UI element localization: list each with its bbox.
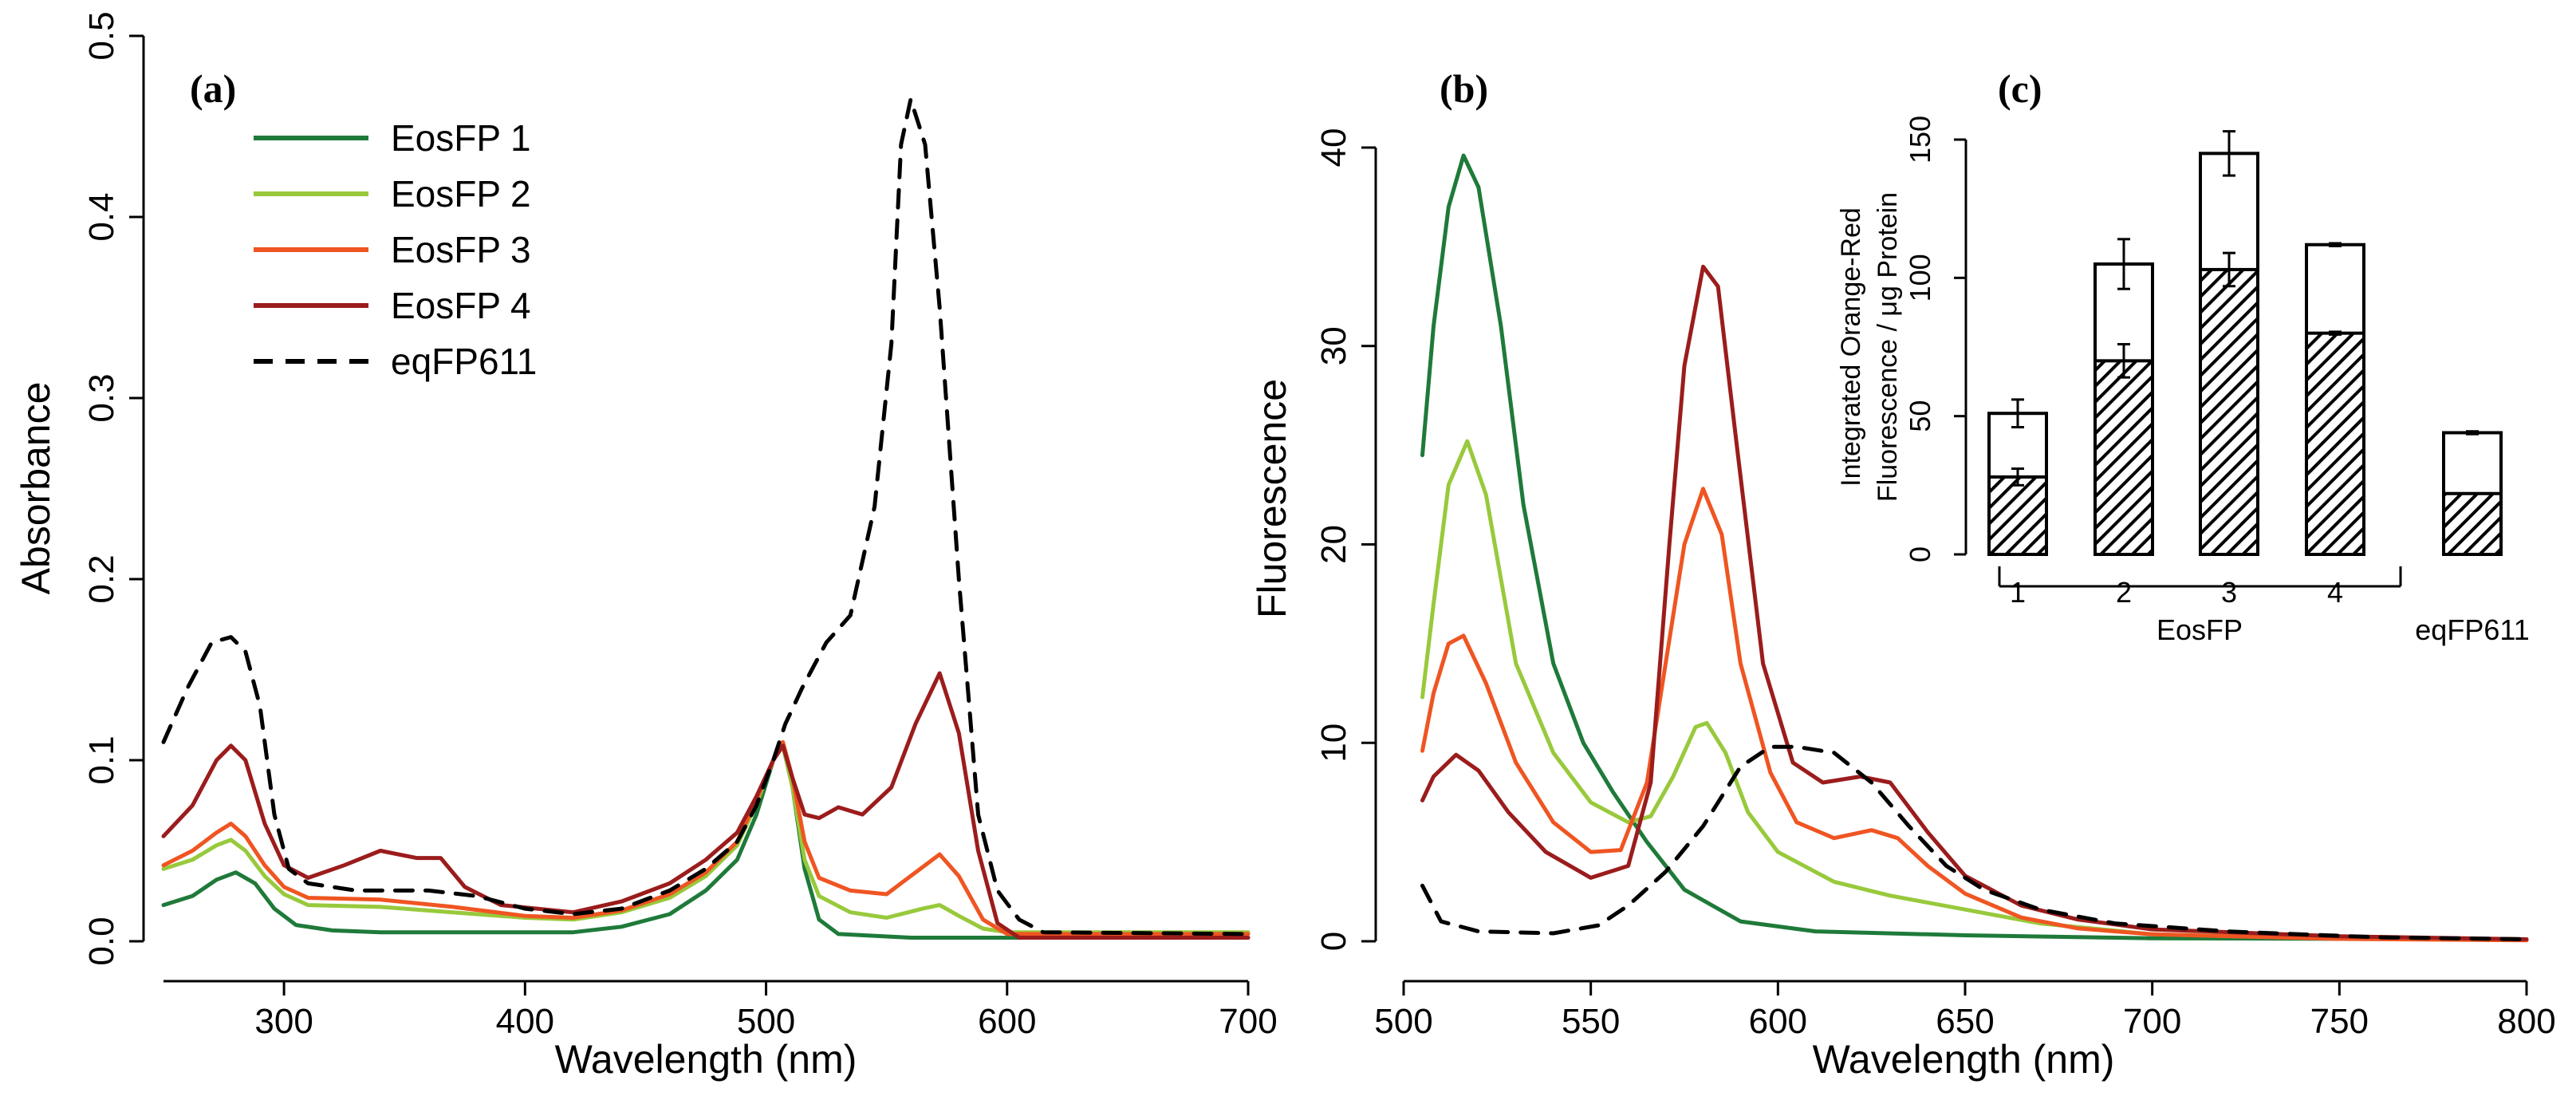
panel-c-label: (c) — [1998, 66, 2042, 111]
panel-c-y-title-line1: Integrated Orange-Red — [1836, 207, 1866, 487]
series-line-eosfp3 — [1420, 487, 2529, 943]
x-tick-label: 700 — [2123, 1002, 2181, 1041]
y-tick-label: 30 — [1314, 326, 1353, 365]
bar-hatched-4 — [2305, 331, 2365, 556]
legend-label-eosfp4: EosFP 4 — [391, 285, 531, 326]
inset-y-tick-label: 0 — [1904, 546, 1936, 562]
x-tick-label: 700 — [1219, 1002, 1277, 1041]
x-tick-label: 650 — [1936, 1002, 1994, 1041]
panel-a-label: (a) — [190, 66, 236, 111]
panel-a-x-title: Wavelength (nm) — [555, 1037, 857, 1082]
series-line-eqfp611 — [161, 97, 1251, 936]
legend-label-eosfp3: EosFP 3 — [391, 229, 531, 270]
y-tick-label: 0.4 — [82, 192, 121, 241]
series-line-eosfp2 — [1420, 439, 2529, 941]
y-tick-label: 40 — [1314, 128, 1353, 168]
bar-hatched-3 — [2199, 267, 2259, 556]
x-tick-label: 800 — [2497, 1002, 2555, 1041]
inset-y-tick-label: 50 — [1904, 400, 1936, 432]
panel-a-y-title: Absorbance — [14, 382, 58, 595]
inset-category-label-4: 4 — [2327, 576, 2343, 609]
eosfp-group-label: EosFP — [2157, 613, 2243, 646]
x-tick-label: 400 — [496, 1002, 554, 1041]
y-tick-label: 0.3 — [82, 373, 121, 422]
series-line-eosfp1 — [161, 743, 1251, 940]
x-tick-label: 750 — [2310, 1002, 2369, 1041]
bar-hatched-1 — [1987, 475, 2048, 557]
series-line-eqfp611 — [1420, 744, 2529, 941]
inset-category-label-2: 2 — [2116, 576, 2132, 609]
y-tick-label: 0.2 — [82, 554, 121, 603]
series-line-eosfp4 — [161, 671, 1251, 940]
panel-b-label: (b) — [1440, 66, 1488, 111]
bar-hatched-2 — [2093, 359, 2154, 557]
legend-label-eosfp1: EosFP 1 — [391, 117, 531, 159]
inset-category-label-3: 3 — [2221, 576, 2237, 609]
x-tick-label: 500 — [1374, 1002, 1432, 1041]
inset-y-tick-label: 150 — [1904, 116, 1936, 164]
y-tick-label: 0.5 — [82, 11, 121, 60]
legend-label-eqfp611: eqFP611 — [391, 341, 537, 382]
inset-category-label-1: 1 — [2010, 576, 2026, 609]
y-tick-label: 0 — [1314, 932, 1353, 951]
bar-hatched-eqfp611 — [2442, 491, 2503, 557]
y-tick-label: 10 — [1314, 724, 1353, 763]
series-line-eosfp2 — [161, 743, 1251, 935]
x-tick-label: 550 — [1562, 1002, 1620, 1041]
x-tick-label: 600 — [978, 1002, 1036, 1041]
inset-y-tick-label: 100 — [1904, 254, 1936, 302]
y-tick-label: 0.1 — [82, 735, 121, 784]
panel-b-x-title: Wavelength (nm) — [1813, 1037, 2115, 1082]
panel-a-legend: EosFP 1 EosFP 2 EosFP 3 EosFP 4 eqFP611 — [254, 117, 537, 382]
x-tick-label: 500 — [737, 1002, 795, 1041]
panel-c-bar-inset: (c) 0 50 100 150 Integrated Orange-Red Fluo… — [1836, 66, 2530, 646]
y-tick-label: 20 — [1314, 525, 1353, 564]
x-tick-label: 300 — [254, 1002, 313, 1041]
series-line-eosfp4 — [1420, 264, 2529, 941]
legend-label-eosfp2: EosFP 2 — [391, 173, 531, 215]
panel-a-absorbance: (a) 300 400 500 600 700 0.0 0.1 0.2 0.3 0.4 0.5 W… — [14, 11, 1278, 1082]
inset-category-label-eqfp611: eqFP611 — [2415, 613, 2529, 646]
panel-c-y-title-line2: Fluorescence / μg Protein — [1873, 192, 1903, 502]
panel-b-y-title: Fluorescence — [1250, 379, 1294, 618]
x-tick-label: 600 — [1749, 1002, 1807, 1041]
y-tick-label: 0.0 — [82, 917, 121, 965]
series-line-eosfp1 — [1420, 153, 2529, 941]
